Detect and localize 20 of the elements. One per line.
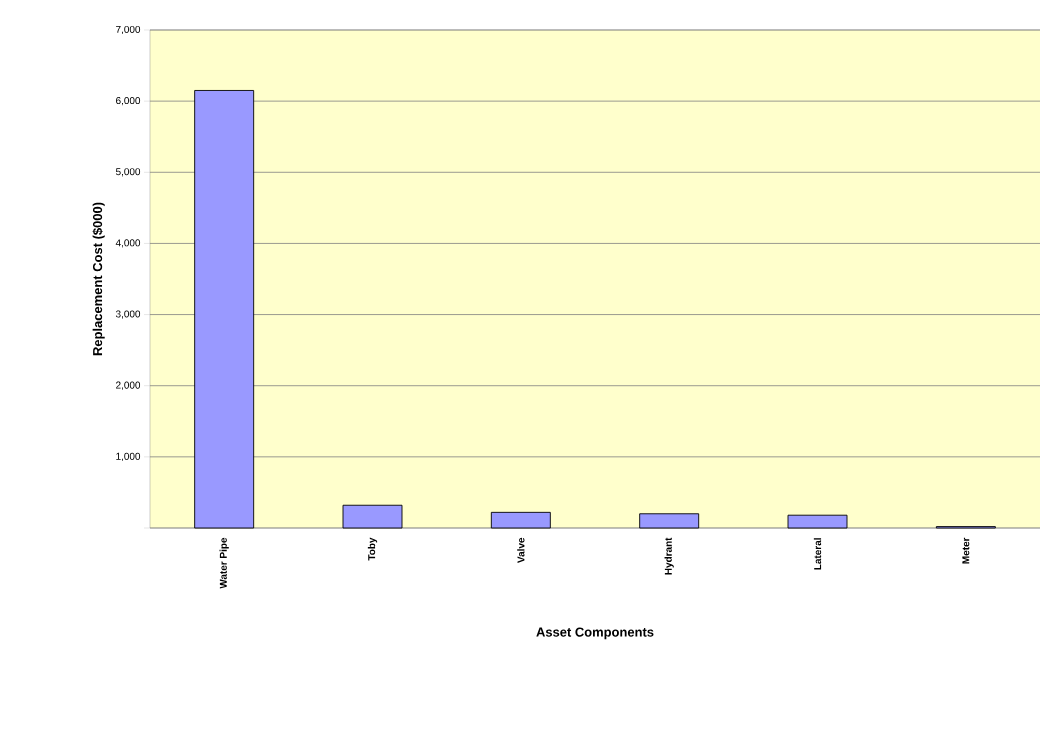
- y-tick-label: 2,000: [116, 381, 141, 390]
- y-tick-label: 4,000: [115, 239, 141, 248]
- x-tick-label: Water Pipe: [219, 537, 229, 589]
- x-tick-label: Valve: [517, 537, 525, 563]
- y-tick-label: 1,000: [116, 452, 141, 461]
- x-tick-label: Lateral: [813, 538, 822, 570]
- y-tick-label: 5,000: [115, 168, 141, 177]
- y-axis-title: Replacement Cost ($000): [92, 202, 105, 356]
- x-axis-title: Asset Components: [536, 627, 654, 640]
- y-tick-label: 6,000: [116, 97, 141, 106]
- y-tick-label: 3,000: [115, 310, 141, 319]
- bar: [639, 513, 700, 529]
- x-tick-label: Toby: [367, 537, 378, 561]
- bar: [194, 90, 255, 529]
- y-tick-label: 7,000: [116, 25, 141, 35]
- bar: [490, 511, 551, 529]
- bar: [342, 504, 403, 529]
- x-tick-label: Hydrant: [664, 537, 674, 575]
- bar: [787, 514, 848, 529]
- x-tick-label: Meter: [962, 537, 970, 564]
